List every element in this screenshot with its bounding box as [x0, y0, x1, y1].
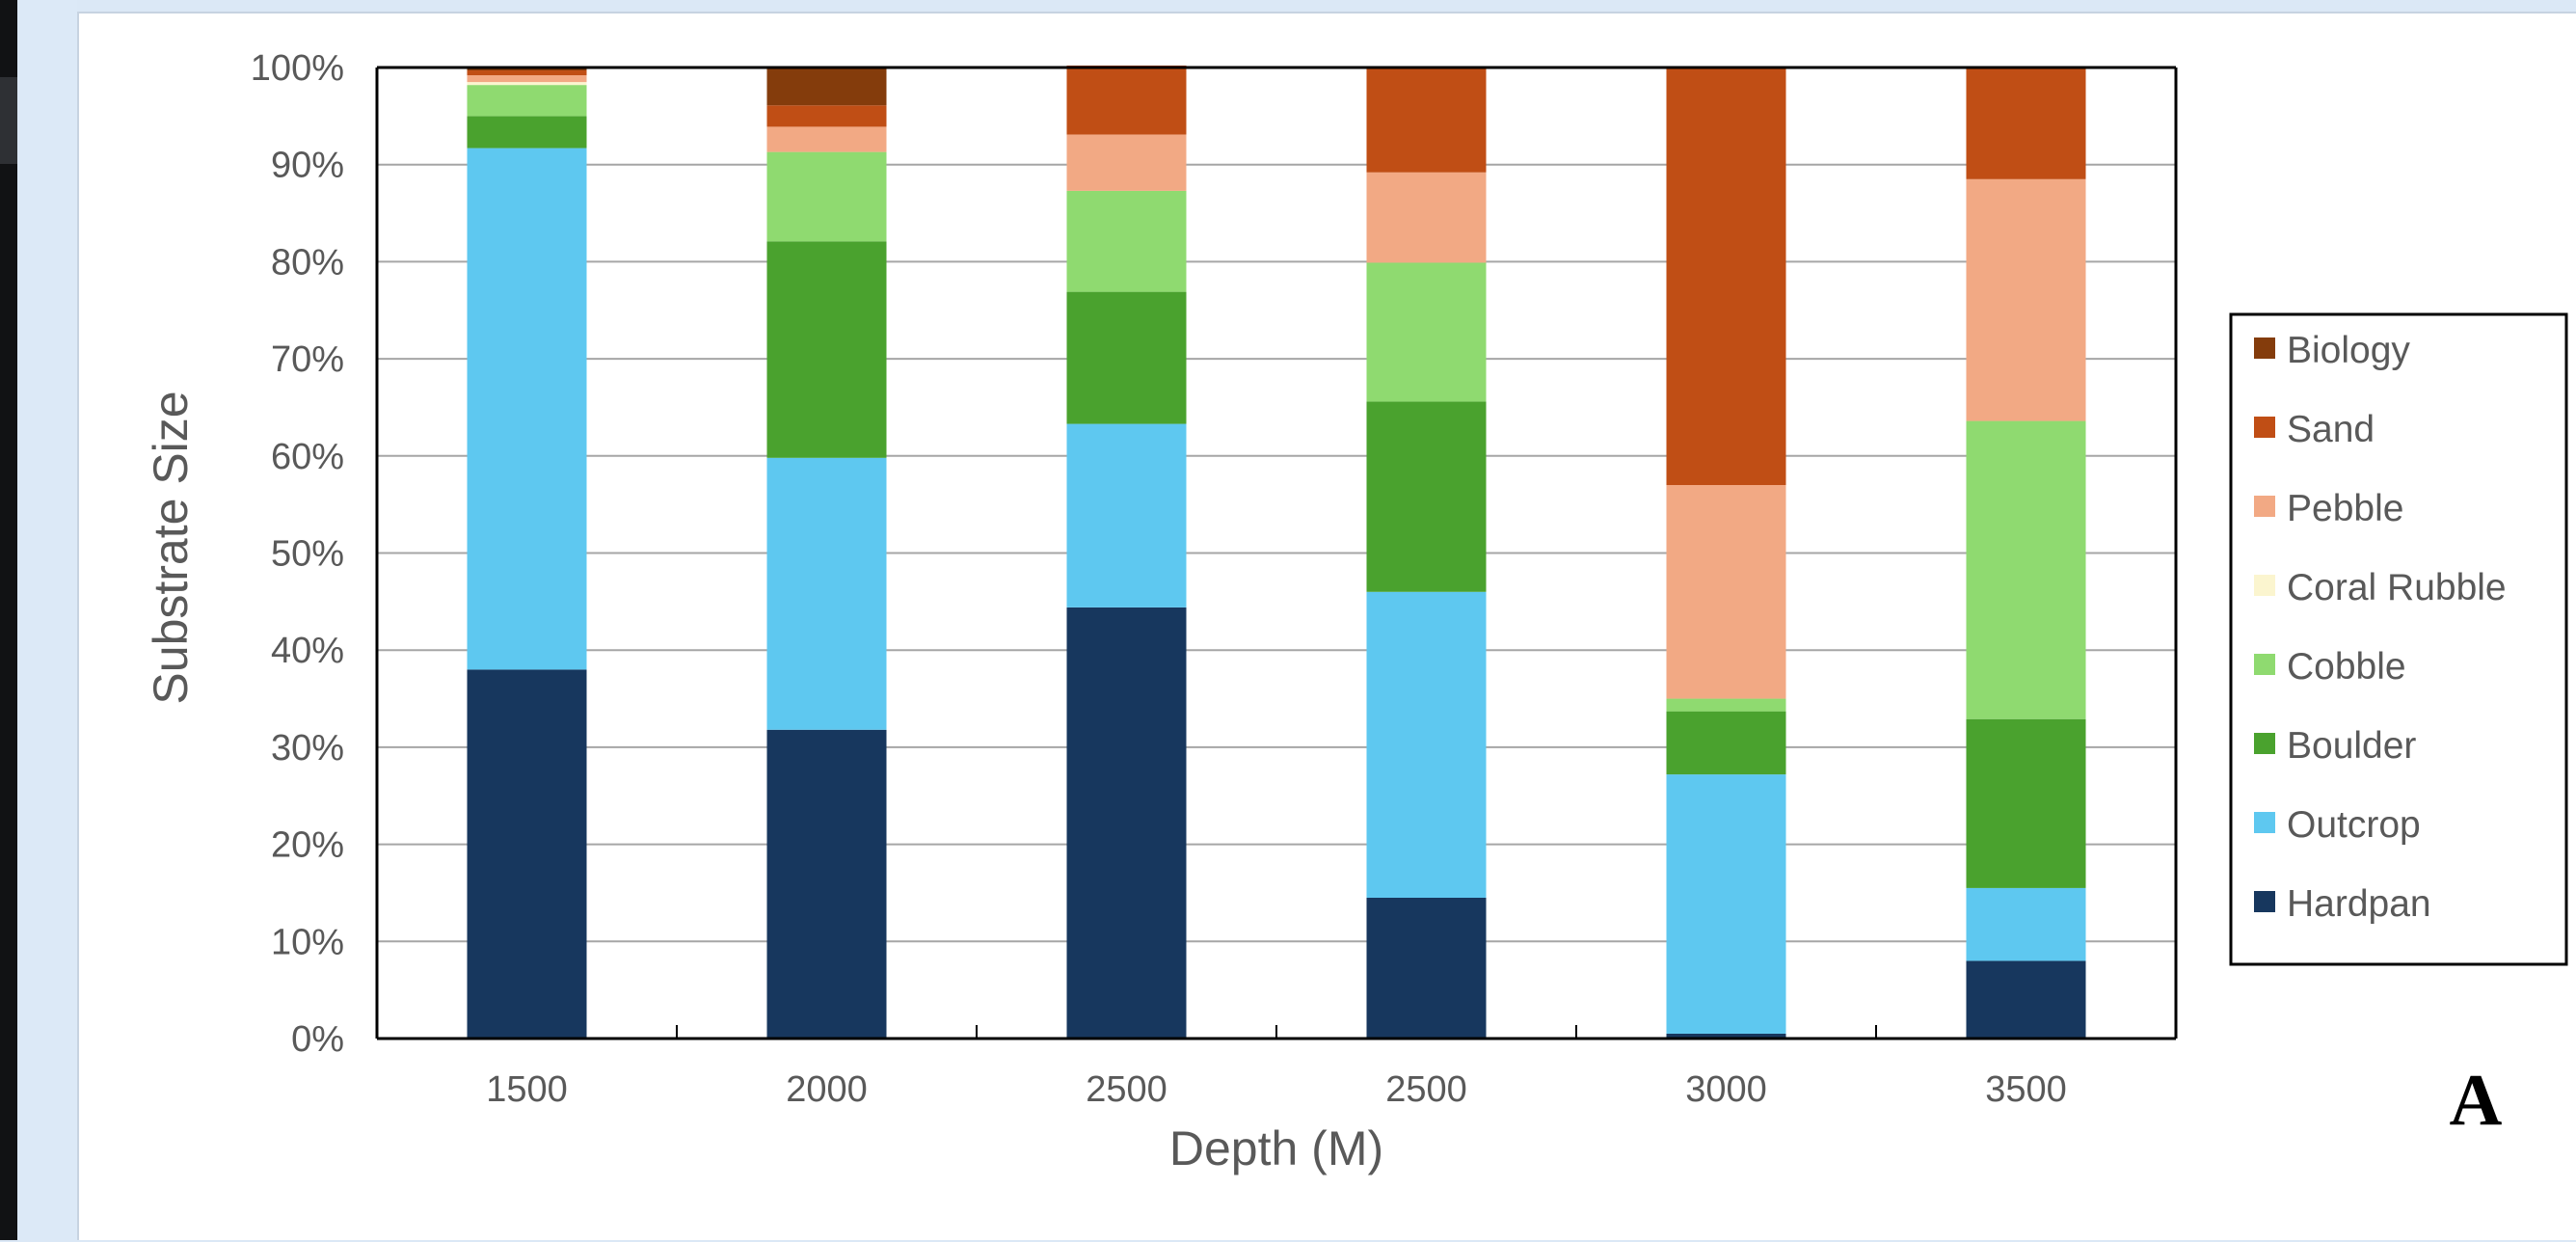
- x-tick-label: 3500: [1985, 1069, 2067, 1110]
- x-tick-labels: 1500 2000 2500 2500 3000 3500: [486, 1069, 2067, 1110]
- legend-swatch-boulder: [2254, 733, 2275, 754]
- bar-segment-hardpan: [467, 669, 587, 1039]
- bar-segment-cobble: [1066, 190, 1187, 292]
- legend-swatch-pebble: [2254, 496, 2275, 517]
- bar-segment-boulder: [467, 116, 587, 148]
- x-tick-label: 2000: [786, 1069, 868, 1110]
- bar-segment-sand: [1666, 68, 1786, 486]
- bar-segment-sand: [766, 105, 887, 127]
- legend-swatch-hardpan: [2254, 891, 2275, 912]
- legend-label-coral-rubble: Coral Rubble: [2287, 567, 2507, 608]
- bar-segment-outcrop: [1966, 887, 2086, 961]
- y-tick-label: 10%: [271, 922, 344, 962]
- bar-segment-biology: [766, 68, 887, 106]
- legend-swatch-cobble: [2254, 654, 2275, 675]
- stacked-bar-chart: 0% 10% 20% 30% 40% 50% 60% 70% 80% 90% 100% 1500 20…: [144, 48, 2568, 1175]
- bar-segment-hardpan: [1366, 897, 1487, 1039]
- x-tick-label: 3000: [1685, 1069, 1767, 1110]
- bar-segment-biology: [467, 68, 587, 71]
- legend-swatch-coral-rubble: [2254, 575, 2275, 596]
- bar-segment-coral-rubble: [467, 82, 587, 86]
- legend-swatch-biology: [2254, 338, 2275, 359]
- bar-segment-boulder: [1666, 711, 1786, 775]
- x-tick-label: 2500: [1086, 1069, 1167, 1110]
- legend-label-cobble: Cobble: [2287, 646, 2406, 688]
- y-tick-label: 40%: [271, 631, 344, 671]
- axes: [375, 66, 2178, 1040]
- bar-segment-sand: [1366, 68, 1487, 173]
- legend-frame: [2229, 312, 2568, 966]
- bar-segment-sand: [1966, 68, 2086, 179]
- y-tick-label: 20%: [271, 825, 344, 866]
- y-tick-label: 50%: [271, 534, 344, 575]
- legend-label-biology: Biology: [2287, 330, 2410, 371]
- bars: [467, 65, 2086, 1039]
- legend-label-sand: Sand: [2287, 409, 2375, 450]
- bar-segment-outcrop: [1666, 774, 1786, 1034]
- bar-segment-pebble: [1666, 485, 1786, 699]
- bar-segment-boulder: [1966, 718, 2086, 888]
- x-axis-title: Depth (M): [1169, 1121, 1383, 1175]
- legend-label-pebble: Pebble: [2287, 488, 2403, 529]
- y-tick-labels: 0% 10% 20% 30% 40% 50% 60% 70% 80% 90% 100%: [251, 48, 344, 1060]
- legend-label-outcrop: Outcrop: [2287, 804, 2421, 846]
- y-tick-label: 0%: [291, 1019, 344, 1060]
- y-tick-label: 100%: [251, 48, 344, 89]
- bar-segment-cobble: [467, 85, 587, 117]
- bar-segment-hardpan: [1966, 960, 2086, 1039]
- left-window-edge-highlight: [0, 77, 17, 164]
- y-tick-label: 80%: [271, 242, 344, 283]
- chart-canvas: 0% 10% 20% 30% 40% 50% 60% 70% 80% 90% 100% 1500 20…: [77, 12, 2576, 1240]
- legend-swatch-sand: [2254, 417, 2275, 438]
- bar-segment-boulder: [766, 241, 887, 458]
- bar-segment-pebble: [766, 126, 887, 152]
- bar-segment-outcrop: [766, 457, 887, 730]
- bar-segment-cobble: [1966, 420, 2086, 719]
- bar-segment-boulder: [1066, 291, 1187, 424]
- x-tick-label: 2500: [1385, 1069, 1467, 1110]
- bar-segment-hardpan: [766, 729, 887, 1039]
- panel-letter: A: [2450, 1060, 2503, 1141]
- bar-segment-hardpan: [1666, 1033, 1786, 1039]
- bar-segment-sand: [1066, 65, 1187, 135]
- y-tick-label: 30%: [271, 728, 344, 769]
- bar-segment-cobble: [766, 151, 887, 242]
- bar-segment-pebble: [1066, 134, 1187, 191]
- gridlines: [377, 67, 2176, 943]
- y-axis-title: Substrate Size: [144, 391, 198, 704]
- legend-swatch-outcrop: [2254, 812, 2275, 833]
- y-tick-label: 90%: [271, 146, 344, 186]
- legend-label-hardpan: Hardpan: [2287, 883, 2431, 925]
- legend-label-boulder: Boulder: [2287, 725, 2416, 767]
- y-tick-label: 60%: [271, 437, 344, 477]
- bar-segment-cobble: [1666, 698, 1786, 712]
- left-window-edge: [0, 0, 17, 1240]
- bar-segment-pebble: [1966, 178, 2086, 421]
- bar-segment-cobble: [1366, 262, 1487, 402]
- bar-segment-outcrop: [1366, 591, 1487, 898]
- bar-segment-boulder: [1366, 401, 1487, 592]
- bar-segment-outcrop: [467, 148, 587, 670]
- left-background-gap: [17, 0, 77, 1240]
- legend: Biology Sand Pebble Coral Rubble Cobble Bould…: [2229, 312, 2568, 966]
- bar-segment-outcrop: [1066, 423, 1187, 608]
- x-tick-label: 1500: [486, 1069, 568, 1110]
- bar-segment-pebble: [467, 75, 587, 83]
- bar-segment-sand: [467, 70, 587, 76]
- bar-segment-hardpan: [1066, 607, 1187, 1039]
- bar-segment-pebble: [1366, 172, 1487, 263]
- y-tick-label: 70%: [271, 339, 344, 380]
